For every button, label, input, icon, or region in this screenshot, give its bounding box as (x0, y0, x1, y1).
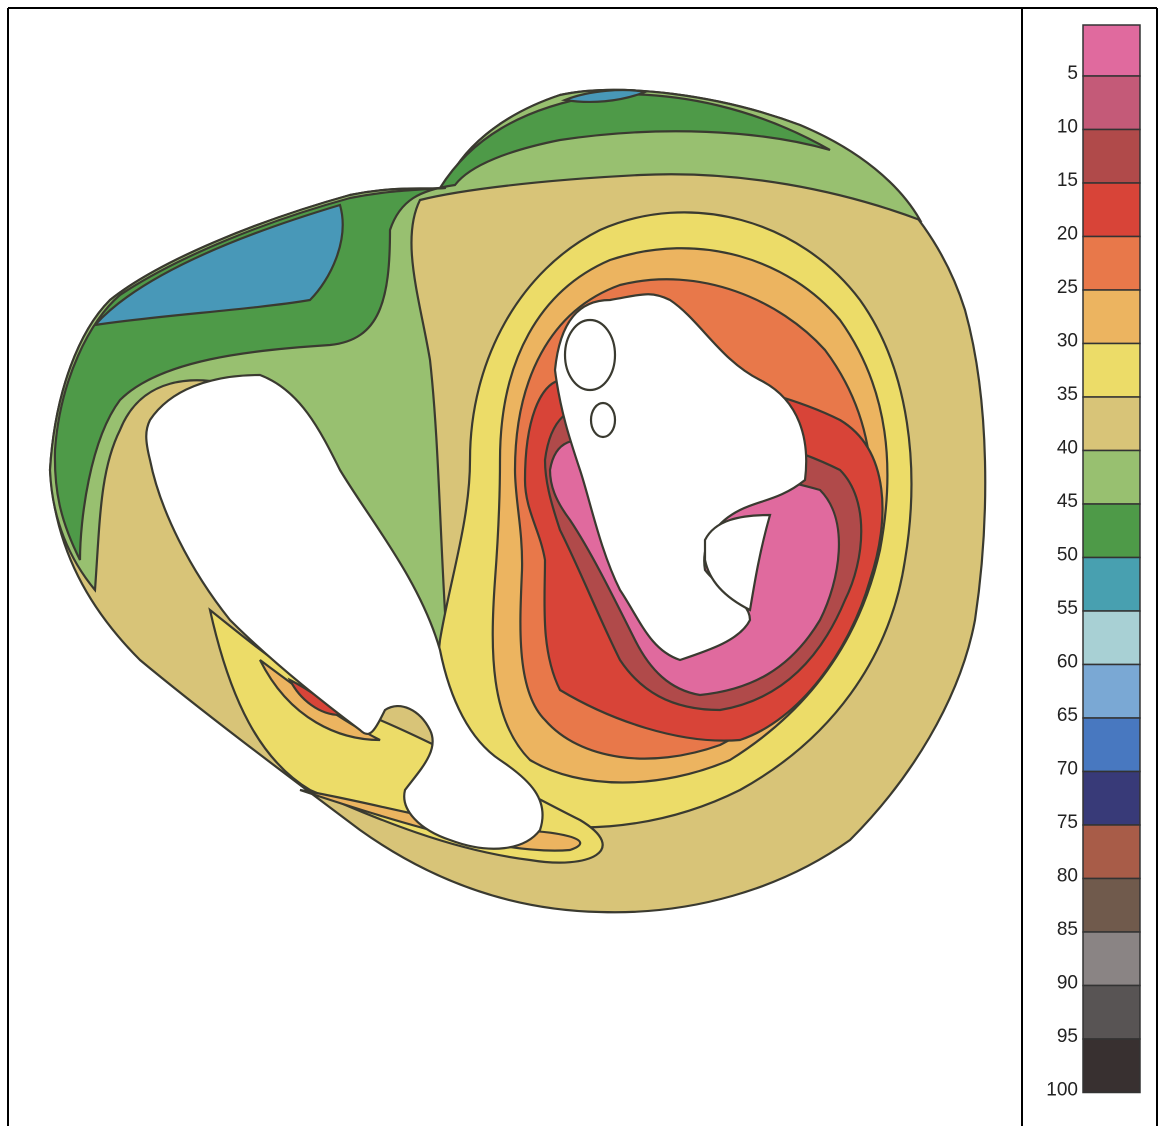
legend-swatch (1083, 451, 1140, 505)
legend-label: 80 (1057, 866, 1078, 887)
legend-label: 55 (1057, 598, 1078, 619)
legend-swatch (1083, 825, 1140, 879)
legend-label: 20 (1057, 224, 1078, 245)
hole-large (565, 320, 615, 390)
legend-label: 50 (1057, 545, 1078, 566)
legend-swatch (1083, 772, 1140, 826)
legend-label: 10 (1057, 117, 1078, 138)
legend-swatch (1083, 879, 1140, 933)
legend-label: 35 (1057, 384, 1078, 405)
legend-swatch (1083, 558, 1140, 612)
legend-swatch (1083, 183, 1140, 237)
legend-label: 60 (1057, 652, 1078, 673)
legend-label: 15 (1057, 170, 1078, 191)
legend-label: 65 (1057, 705, 1078, 726)
legend-swatch (1083, 397, 1140, 451)
legend-label: 5 (1067, 63, 1078, 84)
legend-swatch (1083, 130, 1140, 184)
legend-swatch (1083, 25, 1140, 76)
legend-label: 90 (1057, 973, 1078, 994)
legend-label: 45 (1057, 491, 1078, 512)
legend-label: 85 (1057, 919, 1078, 940)
legend-swatch (1083, 290, 1140, 344)
legend-swatch (1083, 237, 1140, 291)
legend-label: 70 (1057, 759, 1078, 780)
legend-swatch (1083, 986, 1140, 1040)
contour-map (50, 90, 985, 912)
hole-small (591, 403, 615, 437)
legend-swatch (1083, 504, 1140, 558)
legend-label: 100 (1046, 1080, 1078, 1101)
legend-swatch (1083, 344, 1140, 398)
legend-swatch (1083, 718, 1140, 772)
legend-swatch (1083, 1039, 1140, 1093)
legend-label: 75 (1057, 812, 1078, 833)
legend-label: 25 (1057, 277, 1078, 298)
legend-label: 95 (1057, 1026, 1078, 1047)
legend-swatch (1083, 932, 1140, 986)
color-legend: 5 10 15 20 25 30 35 40 45 50 55 60 65 70 75 80 85 90 95 100 (1046, 25, 1140, 1101)
legend-swatch (1083, 665, 1140, 719)
legend-swatch (1083, 611, 1140, 665)
legend-label: 40 (1057, 438, 1078, 459)
legend-swatch (1083, 76, 1140, 130)
legend-label: 30 (1057, 331, 1078, 352)
page: 5 10 15 20 25 30 35 40 45 50 55 60 65 70 75 80 85 90 95 100 (0, 0, 1165, 1126)
